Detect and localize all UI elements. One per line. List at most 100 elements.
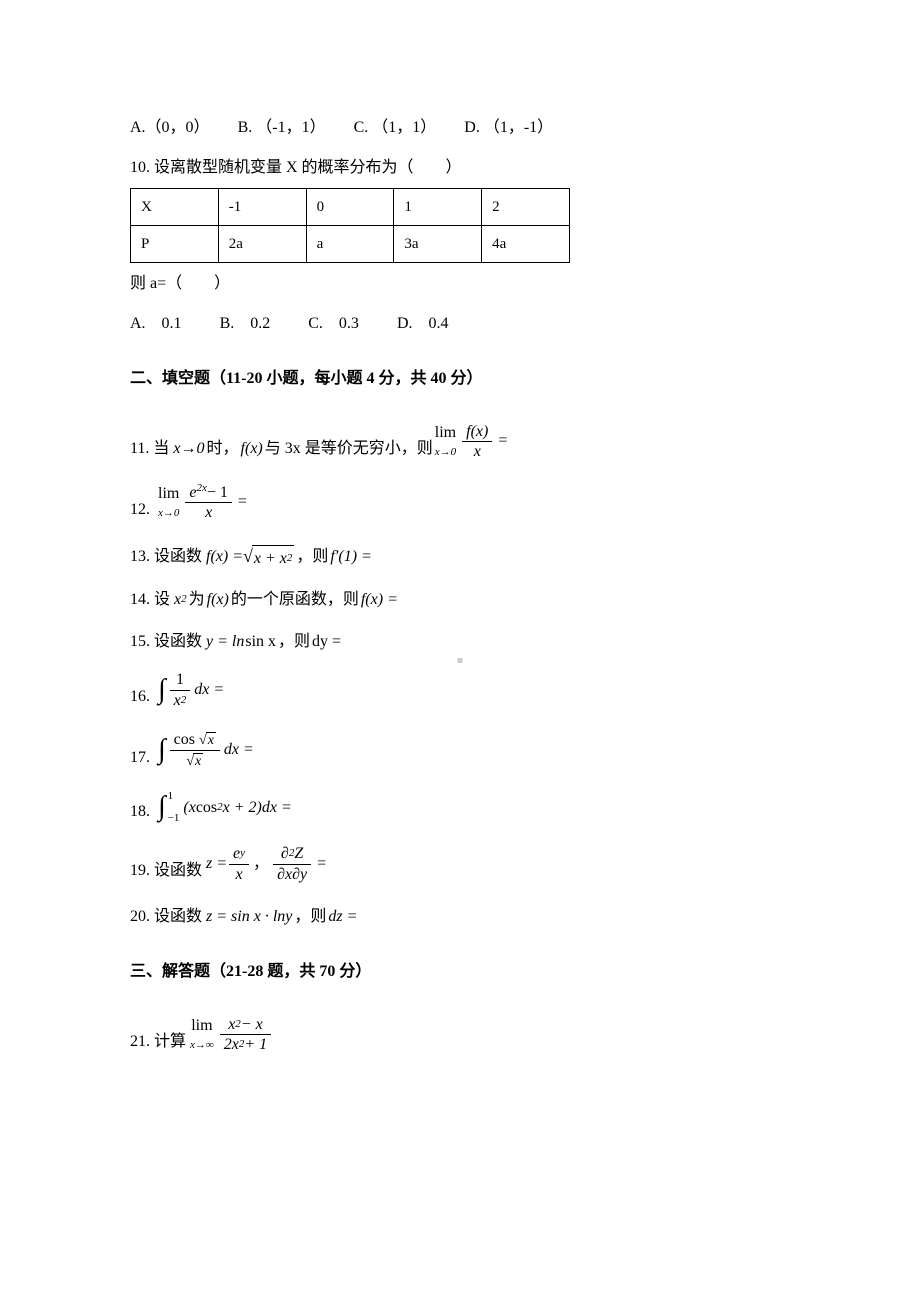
q20-prefix: 20. 设函数 bbox=[130, 904, 202, 930]
q11-mid2: 与 3x 是等价无穷小，则 bbox=[263, 436, 435, 462]
e-exp: y bbox=[240, 847, 245, 860]
q10-after: 则 a=（ ） bbox=[130, 271, 790, 297]
lim-label: lim bbox=[191, 1013, 212, 1039]
q11-lim: lim x→0 bbox=[435, 420, 456, 461]
frac-den: x bbox=[231, 865, 246, 884]
q10-opt-c: C. 0.3 bbox=[308, 311, 359, 337]
frac-den: ∂x∂y bbox=[273, 865, 311, 884]
q11-mid1: 时， bbox=[205, 436, 241, 462]
cell: 1 bbox=[394, 189, 482, 226]
q19: 19. 设函数 z = ey x ， ∂2Z ∂x∂y = bbox=[130, 844, 790, 883]
q13: 13. 设函数 f(x) = √ x + x2 ，则 f′(1) = bbox=[130, 542, 790, 571]
q13-prefix: 13. 设函数 bbox=[130, 544, 202, 570]
q10-text: 10. 设离散型随机变量 X 的概率分布为（ ） bbox=[130, 155, 790, 181]
cell: 2a bbox=[218, 226, 306, 263]
q11-cond: x→0 bbox=[173, 436, 204, 462]
q10-opt-b: B. 0.2 bbox=[220, 311, 271, 337]
q17: 17. ∫ cos √ x √ x dx = bbox=[130, 730, 790, 771]
frac-num: ∂2Z bbox=[277, 844, 307, 863]
q15-prefix: 15. 设函数 bbox=[130, 629, 202, 655]
q9-opt-b: B. （-1，1） bbox=[238, 115, 326, 141]
q17-num: 17. bbox=[130, 745, 150, 771]
q14-mid1: 为 bbox=[187, 587, 207, 613]
lower-bound: −1 bbox=[168, 812, 180, 824]
integral-icon: ∫ bbox=[158, 676, 166, 704]
frac-den: 2x2 + 1 bbox=[220, 1035, 271, 1054]
q20-expr: z = sin x · lny bbox=[206, 904, 292, 930]
q11-fx: f(x) bbox=[241, 436, 263, 462]
q19-eq: = bbox=[317, 851, 326, 877]
frac-den: √ x bbox=[182, 751, 207, 771]
z-label: Z bbox=[294, 844, 303, 863]
q13-fprime: f′(1) = bbox=[330, 544, 371, 570]
q20-mid: ，则 bbox=[292, 904, 328, 930]
q13-mid: ，则 bbox=[294, 544, 330, 570]
table-row: P 2a a 3a 4a bbox=[131, 226, 570, 263]
q15: 15. 设函数 y = ln sin x ，则 dy = bbox=[130, 629, 790, 655]
q9-options: A.（0，0） B. （-1，1） C. （1，1） D. （1，-1） bbox=[130, 115, 790, 141]
q12-eq: = bbox=[238, 489, 247, 515]
watermark-dot-icon bbox=[458, 658, 463, 663]
q14-mid2: 的一个原函数，则 bbox=[229, 587, 361, 613]
q19-z: z = bbox=[206, 851, 227, 877]
q16-dx: dx = bbox=[194, 677, 224, 703]
q11-prefix: 11. 当 bbox=[130, 436, 169, 462]
q10-opt-a: A. 0.1 bbox=[130, 311, 182, 337]
frac-num: cos √ x bbox=[170, 730, 220, 750]
q14-prefix: 14. 设 bbox=[130, 587, 170, 613]
table-row: X -1 0 1 2 bbox=[131, 189, 570, 226]
frac-num: ey bbox=[229, 844, 249, 863]
q17-frac: cos √ x √ x bbox=[170, 730, 220, 771]
sqrt-body: x bbox=[206, 732, 216, 750]
q14-fx2: f(x) = bbox=[361, 587, 398, 613]
q19-frac1: ey x bbox=[229, 844, 249, 883]
q12-frac: e2x − 1 x bbox=[185, 482, 232, 523]
q9-opt-d: D. （1，-1） bbox=[464, 115, 553, 141]
q11: 11. 当 x→0 时， f(x) 与 3x 是等价无穷小，则 lim x→0 … bbox=[130, 420, 790, 461]
sqrt-body: x + x2 bbox=[252, 545, 295, 572]
sqrt-text: x + x bbox=[254, 546, 287, 572]
q18-body: (x cos2 x + 2)dx = bbox=[183, 795, 291, 821]
rest: + 1 bbox=[244, 1035, 267, 1054]
q12-num: 12. bbox=[130, 497, 150, 523]
frac-den: x2 bbox=[170, 691, 191, 710]
upper-bound: 1 bbox=[168, 790, 180, 802]
e-base: e bbox=[189, 483, 196, 502]
cell: 3a bbox=[394, 226, 482, 263]
cos-label: cos bbox=[174, 731, 199, 748]
integral-icon: ∫ bbox=[158, 793, 166, 821]
sqrt-icon: √ x bbox=[186, 753, 203, 771]
sqrt-exp: 2 bbox=[287, 550, 293, 568]
q14: 14. 设 x2 为 f(x) 的一个原函数，则 f(x) = bbox=[130, 587, 790, 613]
q12-lim: lim x→0 bbox=[158, 481, 179, 522]
section2-header: 二、填空题（11-20 小题，每小题 4 分，共 40 分） bbox=[130, 366, 790, 392]
sqrt-body: x bbox=[193, 753, 203, 771]
q10-opt-d: D. 0.4 bbox=[397, 311, 449, 337]
q21-prefix: 21. 计算 bbox=[130, 1029, 186, 1055]
q10-table: X -1 0 1 2 P 2a a 3a 4a bbox=[130, 188, 570, 263]
q21: 21. 计算 lim x→∞ x2 − x 2x2 + 1 bbox=[130, 1013, 790, 1054]
int-bounds: 1 −1 bbox=[168, 790, 180, 824]
q21-frac: x2 − x 2x2 + 1 bbox=[220, 1015, 271, 1054]
q20: 20. 设函数 z = sin x · lny ，则 dz = bbox=[130, 904, 790, 930]
partial-a: ∂ bbox=[281, 844, 289, 863]
frac-num: e2x − 1 bbox=[185, 482, 232, 503]
q9-opt-c: C. （1，1） bbox=[354, 115, 437, 141]
cell: 2 bbox=[482, 189, 570, 226]
e-exp: 2x bbox=[197, 482, 207, 494]
q16: 16. ∫ 1 x2 dx = bbox=[130, 670, 790, 709]
cell: X bbox=[131, 189, 219, 226]
frac-den: x bbox=[201, 503, 216, 522]
x-exp: 2 bbox=[181, 694, 187, 707]
cos-label: cos bbox=[196, 795, 217, 821]
cell: -1 bbox=[218, 189, 306, 226]
x-base: x bbox=[174, 691, 181, 710]
q14-fx: f(x) bbox=[207, 587, 229, 613]
q9-opt-a: A.（0，0） bbox=[130, 115, 210, 141]
lim-label: lim bbox=[158, 481, 179, 507]
q18-num: 18. bbox=[130, 799, 150, 825]
q20-dz: dz = bbox=[328, 904, 357, 930]
q11-eq: = bbox=[498, 428, 507, 454]
body-b: x + 2)dx = bbox=[223, 795, 292, 821]
minus1: − 1 bbox=[207, 483, 228, 502]
